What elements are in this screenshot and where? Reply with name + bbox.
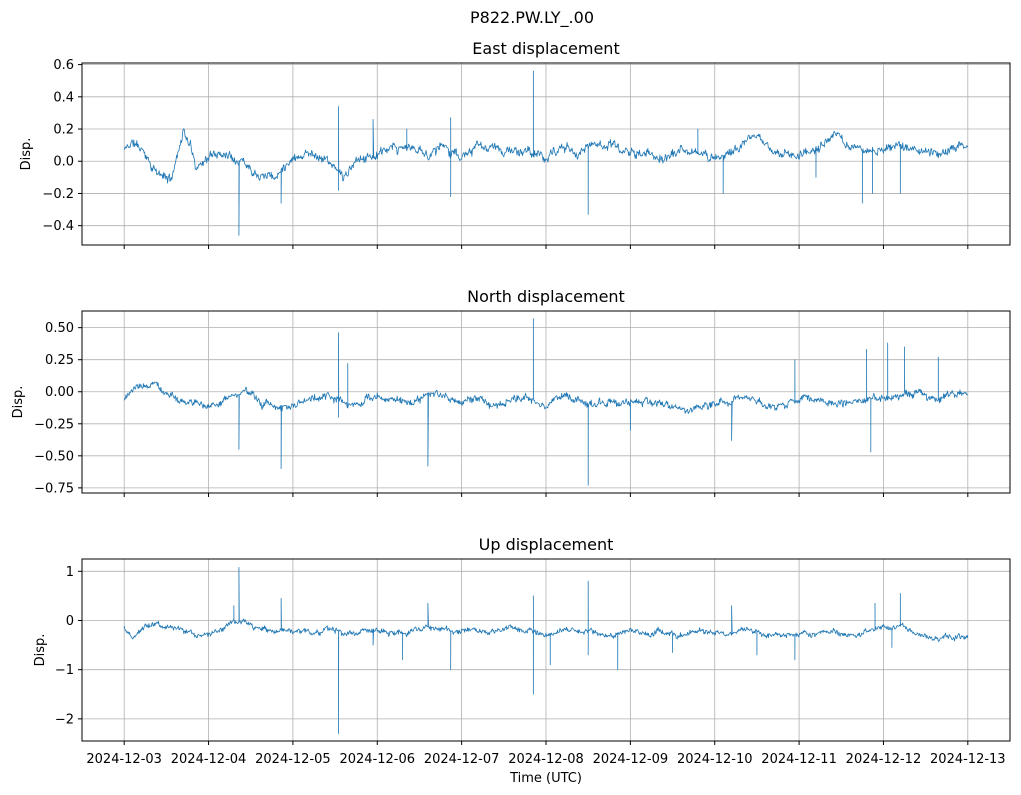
displacement-line-0: [123, 318, 969, 486]
y-axis-label: Disp.: [19, 138, 34, 171]
x-tick-label: 2024-12-13: [930, 752, 1006, 767]
y-tick-label: 0.6: [53, 58, 74, 73]
subplot-1: −0.75 −0.50 −0.25 0.00 0.25 0.50 North displac…: [11, 287, 1011, 497]
displacement-line-0: [123, 566, 969, 735]
x-tick-label: 2024-12-06: [339, 752, 415, 767]
x-tick-label: 2024-12-08: [508, 752, 584, 767]
x-tick-label: 2024-12-12: [846, 752, 922, 767]
subplot-title: Up displacement: [479, 535, 614, 554]
y-tick-label: −0.50: [34, 449, 74, 464]
x-tick-label: 2024-12-09: [593, 752, 669, 767]
x-tick-label: 2024-12-11: [761, 752, 837, 767]
y-tick-label: −0.25: [34, 417, 74, 432]
x-tick-label: 2024-12-04: [171, 752, 247, 767]
figure-suptitle: P822.PW.LY_.00: [470, 8, 594, 28]
y-tick-label: 0.50: [45, 321, 74, 336]
subplot-title: East displacement: [472, 39, 619, 58]
y-axis-label: Disp.: [33, 634, 48, 667]
subplot-2: −2 −1 0 1 2024-12-03 2024-12-04 2024-12-05 2024…: [33, 535, 1011, 767]
y-tick-label: 1: [66, 565, 74, 580]
y-tick-label: 0.2: [53, 123, 74, 138]
y-tick-label: 0: [66, 614, 74, 629]
x-tick-label: 2024-12-03: [86, 752, 162, 767]
y-tick-label: 0.4: [53, 90, 74, 105]
x-tick-label: 2024-12-10: [677, 752, 753, 767]
y-tick-label: 0.0: [53, 155, 74, 170]
x-tick-label: 2024-12-07: [424, 752, 500, 767]
y-tick-label: −1: [55, 663, 74, 678]
subplot-title: North displacement: [467, 287, 625, 306]
y-tick-label: −0.2: [42, 187, 74, 202]
y-tick-label: 0.00: [45, 385, 74, 400]
y-tick-label: 0.25: [45, 353, 74, 368]
subplot-0: −0.4 −0.2 0.0 0.2 0.4 0.6 East displacement Dis…: [19, 39, 1011, 249]
y-tick-label: −2: [55, 712, 74, 727]
x-axis-label: Time (UTC): [509, 771, 582, 786]
y-tick-label: −0.4: [42, 219, 74, 234]
x-tick-label: 2024-12-05: [255, 752, 331, 767]
displacement-line-0: [123, 70, 969, 236]
subplot-panels: −0.4 −0.2 0.0 0.2 0.4 0.6 East displacement Dis…: [11, 39, 1011, 767]
y-axis-label: Disp.: [11, 386, 26, 419]
y-tick-label: −0.75: [34, 481, 74, 496]
